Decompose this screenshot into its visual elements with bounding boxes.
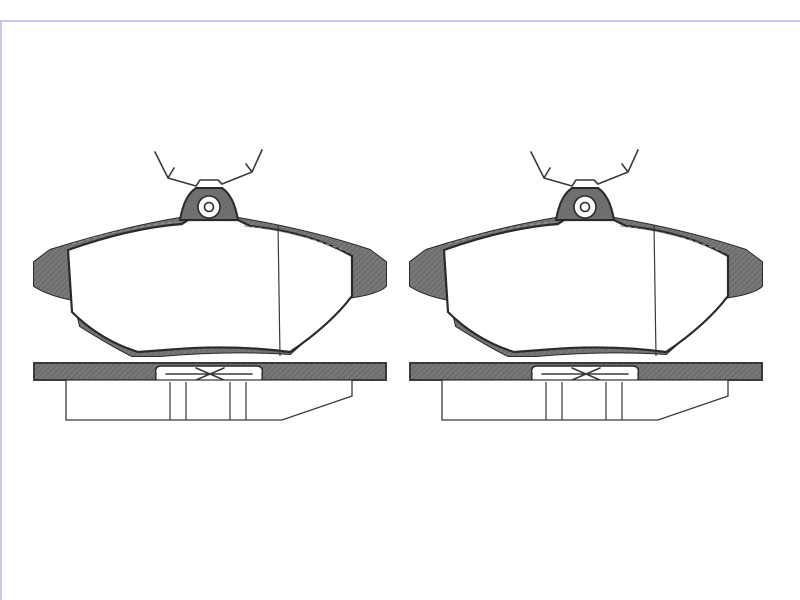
- left-border-line: [0, 20, 2, 600]
- left-brake-pad: [32, 148, 388, 422]
- right-brake-pad: [408, 148, 764, 422]
- top-border-line: [0, 20, 800, 22]
